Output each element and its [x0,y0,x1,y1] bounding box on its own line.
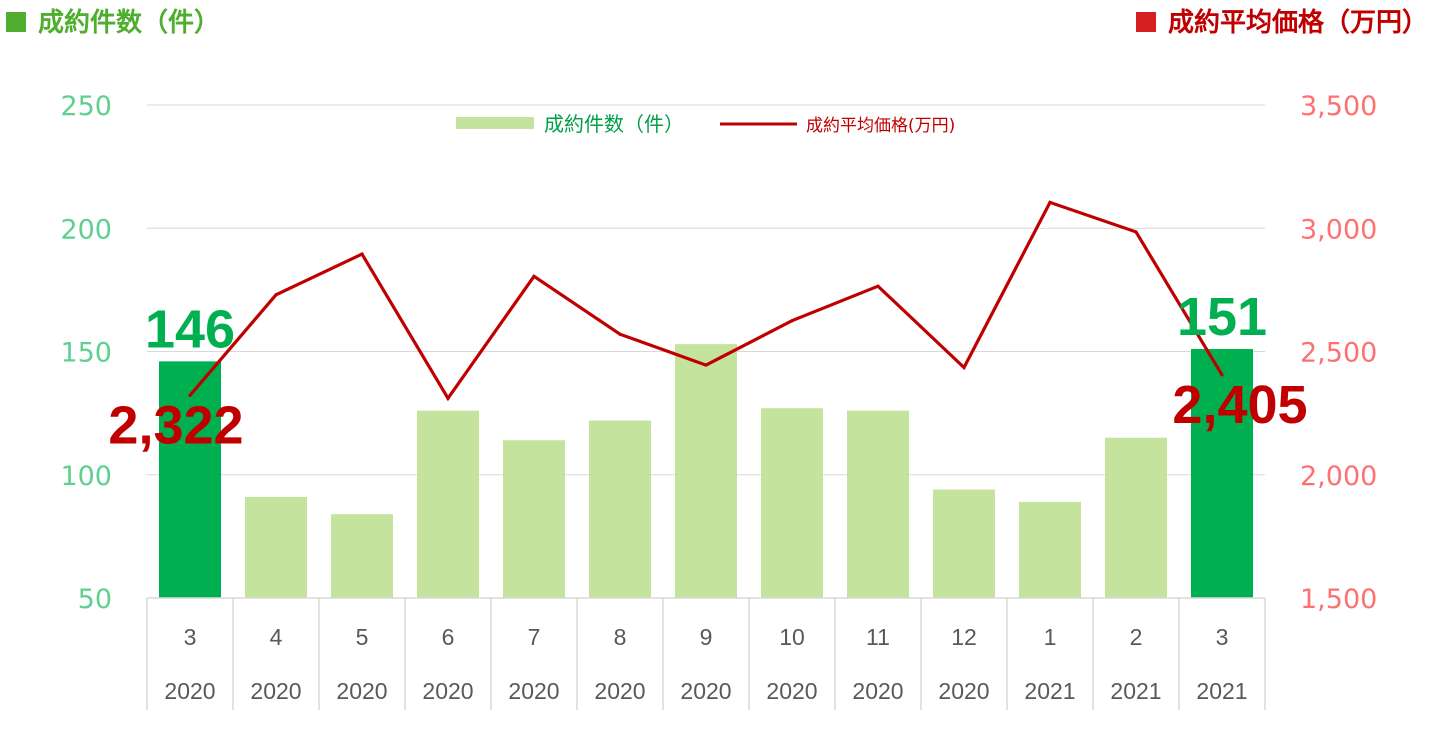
bar [675,344,737,598]
legend-bar-label: 成約件数（件） [544,112,684,136]
bar [847,410,909,598]
right-axis-header-label: 成約平均価格（万円） [1167,8,1428,38]
price-point [1134,230,1138,234]
red-square-icon [1135,12,1156,32]
bar [417,410,479,598]
x-tick-month: 1 [1044,624,1057,650]
x-tick-year: 2020 [594,678,645,704]
x-tick-month: 3 [1216,624,1229,650]
legend-bar-swatch [456,117,534,129]
price-point [446,396,450,400]
x-tick-year: 2020 [680,678,731,704]
right-axis-tick: 1,500 [1300,584,1377,615]
x-tick-year: 2020 [508,678,559,704]
bar [159,361,221,598]
x-tick-month: 5 [356,624,369,650]
price-point [1220,373,1224,377]
x-tick-year: 2021 [1024,678,1075,704]
bar-data-label: 151 [1177,287,1267,347]
bar [761,408,823,598]
price-point [360,252,364,256]
x-tick-month: 3 [184,624,197,650]
left-axis-tick: 150 [60,338,112,369]
right-axis-header: 成約平均価格（万円） [1135,2,1428,39]
price-point [618,332,622,336]
x-tick-year: 2020 [250,678,301,704]
x-tick-month: 12 [951,624,977,650]
price-point [532,274,536,278]
left-axis-tick: 200 [60,214,112,245]
bar [589,420,651,598]
x-tick-year: 2020 [336,678,387,704]
bar [503,440,565,598]
right-axis-tick: 2,500 [1300,338,1377,369]
x-tick-year: 2020 [852,678,903,704]
right-axis-tick: 3,500 [1300,91,1377,122]
bar [1191,349,1253,598]
bar [245,496,307,598]
x-tick-year: 2021 [1196,678,1247,704]
right-axis-tick: 2,000 [1300,461,1377,492]
green-square-icon [6,12,26,32]
price-point [1048,200,1052,204]
bar [933,489,995,598]
price-point [790,319,794,323]
x-tick-year: 2020 [164,678,215,704]
x-tick-year: 2020 [938,678,989,704]
x-tick-month: 10 [779,624,805,650]
x-tick-month: 2 [1130,624,1143,650]
bar [1105,437,1167,598]
left-axis-tick: 250 [60,91,112,122]
bar-data-label: 146 [145,299,235,359]
x-tick-year: 2020 [422,678,473,704]
x-tick-year: 2020 [766,678,817,704]
x-tick-month: 8 [614,624,627,650]
price-point [876,284,880,288]
price-point [188,393,192,397]
x-tick-month: 11 [866,624,890,650]
price-point [274,293,278,297]
line-data-label: 2,322 [108,395,243,455]
left-axis-tick: 50 [78,584,112,615]
left-axis-tick: 100 [60,461,112,492]
left-axis-header-label: 成約件数（件） [38,8,221,38]
legend-line-label: 成約平均価格(万円) [806,116,955,136]
bar [1019,501,1081,598]
bar [331,514,393,598]
x-tick-month: 6 [442,624,455,650]
right-axis-tick: 3,000 [1300,214,1377,245]
x-tick-month: 7 [528,624,541,650]
x-tick-month: 4 [270,624,283,650]
line-data-label: 2,405 [1172,375,1307,435]
left-axis-header: 成約件数（件） [6,2,220,39]
x-tick-month: 9 [700,624,713,650]
x-tick-year: 2021 [1110,678,1161,704]
price-point [704,363,708,367]
price-point [962,365,966,370]
